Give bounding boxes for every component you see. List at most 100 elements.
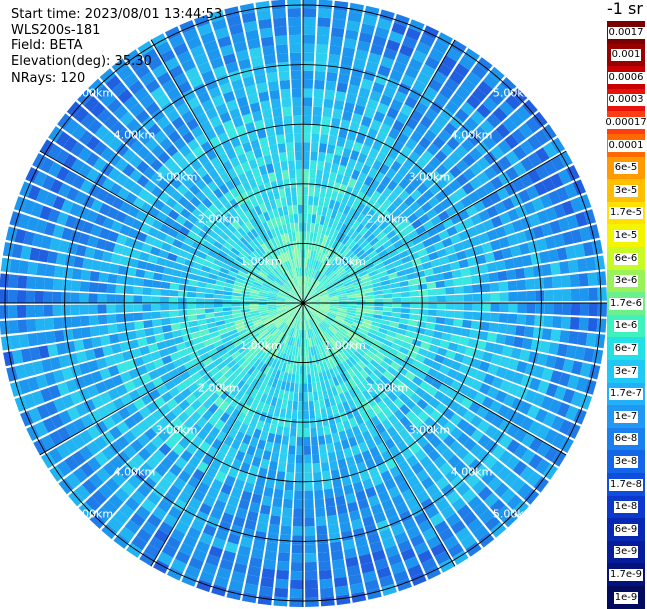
range-gate-cell: [54, 330, 64, 342]
range-gate-cell: [160, 297, 169, 303]
range-gate-cell: [317, 534, 328, 544]
range-gate-cell: [304, 428, 310, 437]
range-gate-cell: [272, 498, 282, 508]
range-gate-cell: [278, 143, 286, 153]
range-gate-cell: [597, 318, 607, 332]
range-gate-cell: [304, 410, 309, 419]
range-gate-cell: [541, 264, 551, 276]
range-gate-cell: [142, 304, 151, 311]
range-gate-cell: [289, 44, 301, 53]
range-gate-cell: [292, 88, 302, 97]
range-gate-cell: [91, 260, 102, 271]
range-gate-cell: [314, 80, 325, 90]
range-gate-cell: [303, 178, 309, 187]
range-gate-cell: [480, 322, 490, 331]
range-gate-cell: [309, 187, 315, 196]
range-gate-cell: [116, 285, 126, 294]
range-gate-cell: [595, 334, 606, 349]
range-gate-cell: [489, 323, 499, 333]
range-gate-cell: [289, 598, 303, 607]
range-gate-cell: [278, 552, 290, 562]
range-gate-cell: [294, 133, 302, 142]
range-gate-cell: [116, 323, 126, 332]
range-gate-cell: [282, 436, 289, 446]
range-gate-cell: [311, 428, 318, 437]
range-gate-cell: [44, 305, 53, 317]
range-gate-cell: [337, 82, 348, 93]
range-gate-cell: [329, 533, 341, 543]
range-gate-cell: [196, 293, 205, 298]
range-gate-cell: [455, 295, 464, 302]
range-gate-cell: [329, 45, 342, 55]
range-gate-cell: [125, 313, 135, 322]
range-gate-cell: [579, 273, 589, 286]
range-gate-cell: [455, 303, 464, 310]
range-gate-cell: [255, 531, 267, 542]
range-gate-cell: [319, 444, 327, 454]
range-gate-cell: [255, 74, 267, 85]
range-gate-cell: [116, 314, 126, 323]
range-gate-cell: [311, 133, 319, 142]
range-gate-cell: [335, 495, 346, 505]
range-gate-cell: [366, 299, 375, 302]
range-gate-cell: [88, 293, 97, 303]
range-gate-cell: [337, 504, 348, 515]
range-gate-cell: [205, 299, 214, 303]
range-gate-cell: [464, 303, 473, 311]
range-gate-cell: [269, 90, 280, 100]
range-gate-cell: [315, 62, 326, 72]
range-gate-cell: [274, 588, 288, 598]
range-gate-cell: [544, 290, 553, 301]
range-gate-cell: [196, 304, 205, 309]
range-gate-cell: [570, 274, 580, 287]
range-gate-cell: [297, 187, 302, 196]
colorbar-tick-label: 1.7e-9: [609, 569, 643, 581]
range-gate-cell: [268, 524, 279, 534]
range-gate-cell: [325, 90, 336, 100]
range-gate-cell: [319, 561, 332, 571]
range-gate-cell: [410, 309, 419, 315]
range-gate-cell: [577, 258, 588, 272]
range-gate-cell: [287, 0, 301, 8]
range-gate-cell: [317, 543, 329, 553]
range-gate-cell: [143, 320, 153, 328]
range-gate-cell: [490, 282, 500, 291]
range-gate-cell: [304, 437, 311, 446]
range-gate-cell: [283, 116, 292, 126]
range-gate-cell: [169, 311, 178, 318]
range-gate-cell: [291, 562, 303, 571]
range-gate-cell: [305, 517, 315, 526]
range-gate-cell: [314, 89, 324, 99]
range-gate-cell: [598, 287, 607, 301]
range-gate-cell: [99, 325, 109, 335]
range-gate-cell: [303, 106, 312, 115]
range-gate-cell: [223, 304, 232, 308]
range-gate-cell: [322, 116, 331, 126]
colorbar-cell: 0.0003: [607, 89, 645, 112]
range-ring-label: 3.00km: [409, 423, 451, 436]
range-gate-cell: [589, 303, 598, 316]
range-gate-cell: [256, 1, 271, 12]
range-gate-cell: [410, 291, 419, 297]
range-gate-cell: [304, 401, 309, 410]
range-gate-cell: [256, 522, 268, 533]
range-gate-cell: [562, 303, 571, 315]
colorbar-cell: 3e-5: [607, 179, 645, 202]
range-gate-cell: [428, 289, 437, 296]
colorbar-cell: 0.0017: [607, 21, 645, 44]
range-gate-cell: [276, 134, 285, 144]
colorbar-tick-label: 3e-5: [614, 185, 639, 197]
range-gate-cell: [264, 487, 274, 497]
elevation-label: Elevation(deg): 35.30: [11, 54, 152, 70]
range-gate-cell: [338, 73, 350, 84]
range-gate-cell: [303, 62, 314, 71]
range-gate-cell: [62, 280, 72, 291]
range-gate-cell: [589, 288, 598, 301]
colorbar-cell: 3e-9: [607, 541, 645, 564]
range-gate-cell: [473, 294, 482, 302]
range-gate-cell: [196, 309, 205, 314]
range-gate-cell: [187, 309, 196, 315]
range-gate-cell: [542, 328, 552, 340]
range-gate-cell: [561, 275, 571, 288]
range-gate-cell: [178, 291, 187, 297]
